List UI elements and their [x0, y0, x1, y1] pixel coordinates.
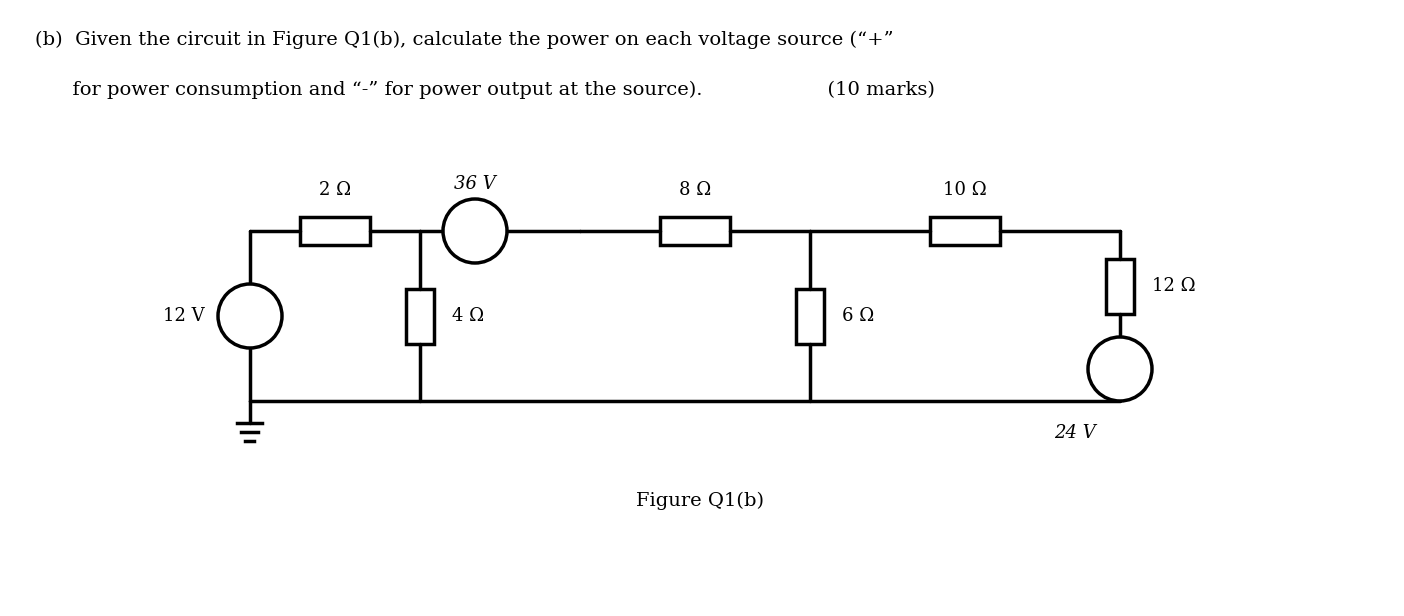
- Bar: [929, 217, 1000, 245]
- Text: 12 Ω: 12 Ω: [1153, 277, 1196, 295]
- Text: −: −: [1099, 354, 1113, 370]
- Bar: [660, 217, 730, 245]
- Text: +: +: [1127, 355, 1140, 369]
- Text: (b)  Given the circuit in Figure Q1(b), calculate the power on each voltage sour: (b) Given the circuit in Figure Q1(b), c…: [35, 31, 893, 49]
- Circle shape: [1088, 337, 1153, 401]
- Circle shape: [444, 199, 507, 263]
- Text: 4 Ω: 4 Ω: [452, 307, 484, 325]
- Text: 2 Ω: 2 Ω: [319, 181, 351, 199]
- Text: 36 V: 36 V: [453, 175, 496, 193]
- Bar: [796, 288, 824, 344]
- Text: +: +: [244, 295, 257, 309]
- Bar: [406, 288, 434, 344]
- Text: −: −: [482, 216, 496, 232]
- Text: 8 Ω: 8 Ω: [680, 181, 710, 199]
- Text: Figure Q1(b): Figure Q1(b): [636, 492, 764, 510]
- Text: +: +: [455, 217, 468, 231]
- Bar: [1106, 259, 1134, 314]
- Circle shape: [218, 284, 282, 348]
- Text: −: −: [243, 322, 257, 339]
- Text: 24 V: 24 V: [1054, 424, 1097, 442]
- Text: 10 Ω: 10 Ω: [943, 181, 987, 199]
- Text: 6 Ω: 6 Ω: [842, 307, 875, 325]
- Bar: [300, 217, 371, 245]
- Text: for power consumption and “-” for power output at the source).                  : for power consumption and “-” for power …: [35, 81, 935, 99]
- Text: 12 V: 12 V: [163, 307, 205, 325]
